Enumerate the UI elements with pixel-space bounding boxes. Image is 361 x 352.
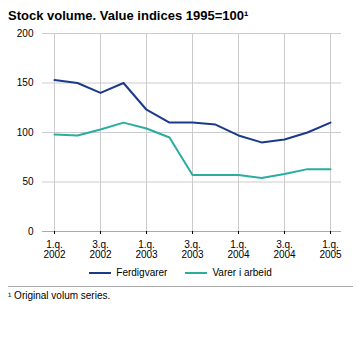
svg-text:1.q.2003: 1.q.2003 [135,239,158,260]
svg-text:150: 150 [17,77,34,88]
svg-text:100: 100 [17,127,34,138]
svg-text:200: 200 [17,28,34,39]
html-text:Ferdigvarer: Ferdigvarer [116,267,168,278]
svg-text:3.q.2002: 3.q.2002 [89,239,112,260]
svg-text:0: 0 [28,226,34,237]
svg-text:1.q.2002: 1.q.2002 [43,239,66,260]
svg-text:50: 50 [22,176,34,187]
html-text:¹ Original volum series.: ¹ Original volum series. [8,290,111,301]
svg-text:1.q.2005: 1.q.2005 [319,239,342,260]
svg-text:3.q.2003: 3.q.2003 [181,239,204,260]
html-text:Stock volume. Value indices 19: Stock volume. Value indices 1995=100¹ [8,8,249,23]
html-text:Varer i arbeid: Varer i arbeid [212,267,272,278]
svg-text:1.q.2004: 1.q.2004 [227,239,250,260]
svg-text:3.q.2004: 3.q.2004 [273,239,296,260]
